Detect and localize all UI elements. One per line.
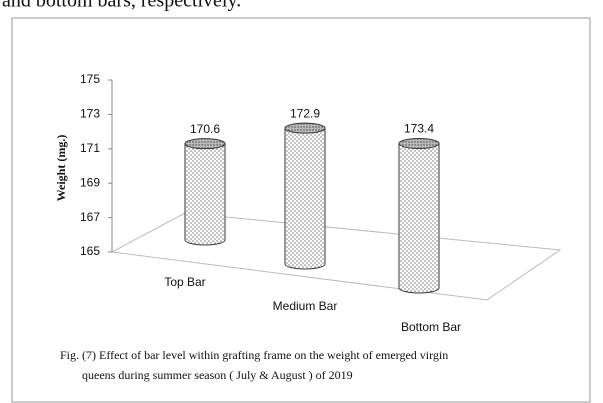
x-tick-label: Top Bar [164,275,205,289]
data-label: 173.4 [404,122,434,136]
y-tick-label: 171 [80,141,100,155]
y-tick-label: 169 [80,175,100,189]
data-label: 172.9 [290,106,320,120]
bar [398,143,440,294]
x-tick-label: Bottom Bar [401,320,461,334]
bar [184,143,226,246]
bar-top [284,122,326,134]
caption: Fig. (7) Effect of bar level within graf… [60,348,448,362]
y-axis-label: Weight (mg.) [54,135,68,202]
data-label: 170.6 [190,122,220,136]
y-tick-label: 175 [80,72,100,86]
bar-top [184,138,226,150]
x-tick-label: Medium Bar [273,299,338,313]
bar-top [398,138,440,150]
frame [11,17,591,403]
y-tick-label: 173 [80,107,100,121]
y-tick-label: 165 [80,244,100,258]
bar [284,127,326,270]
header-text: and bottom bars, respectively. [2,0,241,12]
y-tick-label: 167 [80,210,100,224]
caption: queens during summer season ( July & Aug… [82,368,353,382]
